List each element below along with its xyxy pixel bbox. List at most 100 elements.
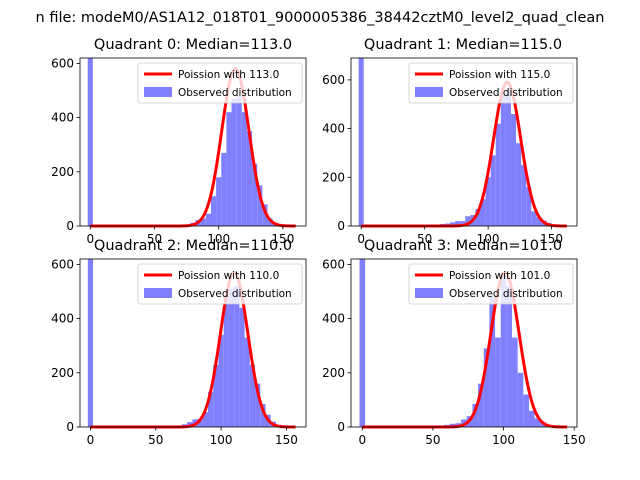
q3-legend-hist-swatch xyxy=(415,288,443,298)
q1-legend: Poission with 115.0 Observed distribution xyxy=(408,62,574,104)
q1-hist-bar xyxy=(485,177,491,226)
q0-xtick-label: 100 xyxy=(207,232,230,246)
q2-xtick-label: 0 xyxy=(87,433,95,447)
q3-xtick-label: 0 xyxy=(358,433,366,447)
subplot-q0-title: Quadrant 0: Median=113.0 xyxy=(94,37,292,53)
q1-hist-bar xyxy=(526,187,532,226)
q2-hist-bar xyxy=(197,418,203,427)
q2-hist-bar xyxy=(223,296,229,427)
subplot-q3: Quadrant 3: Median=101.0 0 50 100 150 0 200 40… xyxy=(322,238,586,447)
q2-ytick-label: 0 xyxy=(66,420,74,434)
q3-hist-bar xyxy=(512,337,518,427)
q1-xtick-label: 100 xyxy=(477,232,500,246)
q3-legend-box xyxy=(408,263,574,305)
q1-hist-bar xyxy=(480,199,486,226)
q1-xtick-label: 50 xyxy=(417,232,432,246)
q2-hist-bar xyxy=(244,337,250,427)
q0-ytick-label: 0 xyxy=(66,219,74,233)
q1-hist-bar xyxy=(505,89,511,226)
q3-hist-bar xyxy=(500,275,507,427)
q0-hist-bar xyxy=(252,163,258,226)
q0-hist-bar xyxy=(246,131,253,226)
q3-hist-bar xyxy=(489,296,496,427)
q2-ytick-label: 600 xyxy=(51,257,74,271)
q3-hist-bar xyxy=(478,383,484,427)
q1-ytick-label: 400 xyxy=(322,122,345,136)
q3-hist-bar xyxy=(495,337,501,427)
q0-hist-bar xyxy=(231,98,237,226)
q1-ytick-label: 200 xyxy=(322,170,345,184)
q3-legend-hist-label: Observed distribution xyxy=(449,288,563,300)
q0-hist-bar xyxy=(205,213,211,226)
q2-axes-frame xyxy=(79,258,307,428)
q3-legend-fit-label: Poission with 101.0 xyxy=(449,270,550,282)
q3-hist-bar xyxy=(517,372,524,427)
q0-hist-bar xyxy=(267,218,273,226)
q1-legend-fit-label: Poission with 115.0 xyxy=(449,69,550,81)
q1-legend-box xyxy=(408,62,574,104)
q2-hist-bar xyxy=(228,288,235,427)
q0-hist-bar xyxy=(236,95,242,226)
q1-fit-line xyxy=(361,80,567,228)
subplot-q1-title: Quadrant 1: Median=115.0 xyxy=(364,37,562,53)
q0-legend: Poission with 113.0 Observed distribution xyxy=(137,62,303,104)
q2-xtick-label: 100 xyxy=(210,433,233,447)
q0-ytick-label: 200 xyxy=(51,165,74,179)
q3-axes-frame xyxy=(350,258,578,428)
q1-axes-frame xyxy=(350,57,578,227)
q3-hist-bar xyxy=(523,394,529,427)
q3-xtick-label: 100 xyxy=(492,433,515,447)
q3-ytick-label: 600 xyxy=(322,257,345,271)
q0-hist-bar xyxy=(226,112,232,226)
q2-hist-bar xyxy=(260,403,266,427)
q1-hist-bar xyxy=(490,155,496,226)
q0-hist-bar xyxy=(262,204,268,226)
q1-hist-bar xyxy=(510,114,517,226)
q1-ytick-label: 600 xyxy=(322,73,345,87)
q0-xtick-label: 150 xyxy=(271,232,294,246)
q0-hist-bar xyxy=(200,218,206,226)
q0-hist-bar xyxy=(216,177,222,226)
q3-ytick-label: 0 xyxy=(337,420,345,434)
q3-hist-bar xyxy=(534,418,541,427)
q3-xtick-label: 50 xyxy=(425,433,440,447)
q1-hist-bar xyxy=(531,211,537,226)
q0-legend-hist-label: Observed distribution xyxy=(178,87,292,99)
q2-legend-box xyxy=(137,263,303,305)
q1-xtick-label: 0 xyxy=(357,232,365,246)
q0-ytick-label: 400 xyxy=(51,111,74,125)
subplot-q2-title: Quadrant 2: Median=110.0 xyxy=(94,238,292,254)
q1-hist-bar xyxy=(495,123,501,226)
q1-hist-bar xyxy=(536,216,542,226)
q3-ytick-label: 200 xyxy=(322,366,345,380)
q2-hist-bar xyxy=(208,391,214,427)
q2-ytick-label: 200 xyxy=(51,366,74,380)
q1-hist-bar xyxy=(465,216,471,226)
q2-legend-fit-label: Poission with 110.0 xyxy=(178,270,279,282)
q0-legend-fit-label: Poission with 113.0 xyxy=(178,69,279,81)
q1-hist-bar xyxy=(475,208,481,226)
q2-legend: Poission with 110.0 Observed distribution xyxy=(137,263,303,305)
q1-hist-bar xyxy=(516,143,522,226)
q0-legend-hist-swatch xyxy=(144,87,172,97)
q3-hist-bar xyxy=(472,403,479,427)
q0-ytick-label: 600 xyxy=(51,56,74,70)
subplot-q2-plot-area: 0 50 100 150 0 200 400 600 Poission with 110.0 Ob… xyxy=(51,257,307,447)
q1-legend-hist-label: Observed distribution xyxy=(449,87,563,99)
q2-hist-bar xyxy=(255,383,261,427)
subplot-q0: Quadrant 0: Median=113.0 0 50 100 150 0 200 40… xyxy=(51,37,307,246)
q0-hist-bar xyxy=(257,185,263,226)
q0-legend-box xyxy=(137,62,303,104)
q2-hist-bar xyxy=(249,364,256,427)
q3-hist-bar xyxy=(359,259,366,427)
q2-hist-bar xyxy=(202,412,209,427)
q3-hist-bar xyxy=(528,410,535,427)
q2-legend-hist-swatch xyxy=(144,288,172,298)
q0-xtick-label: 0 xyxy=(86,232,94,246)
q3-hist-bar xyxy=(483,348,490,427)
q2-xtick-label: 50 xyxy=(148,433,163,447)
q1-hist-bar xyxy=(500,94,506,227)
q0-axes-frame xyxy=(79,57,307,227)
subplot-q2: Quadrant 2: Median=110.0 0 50 100 150 0 200 40… xyxy=(51,238,307,447)
